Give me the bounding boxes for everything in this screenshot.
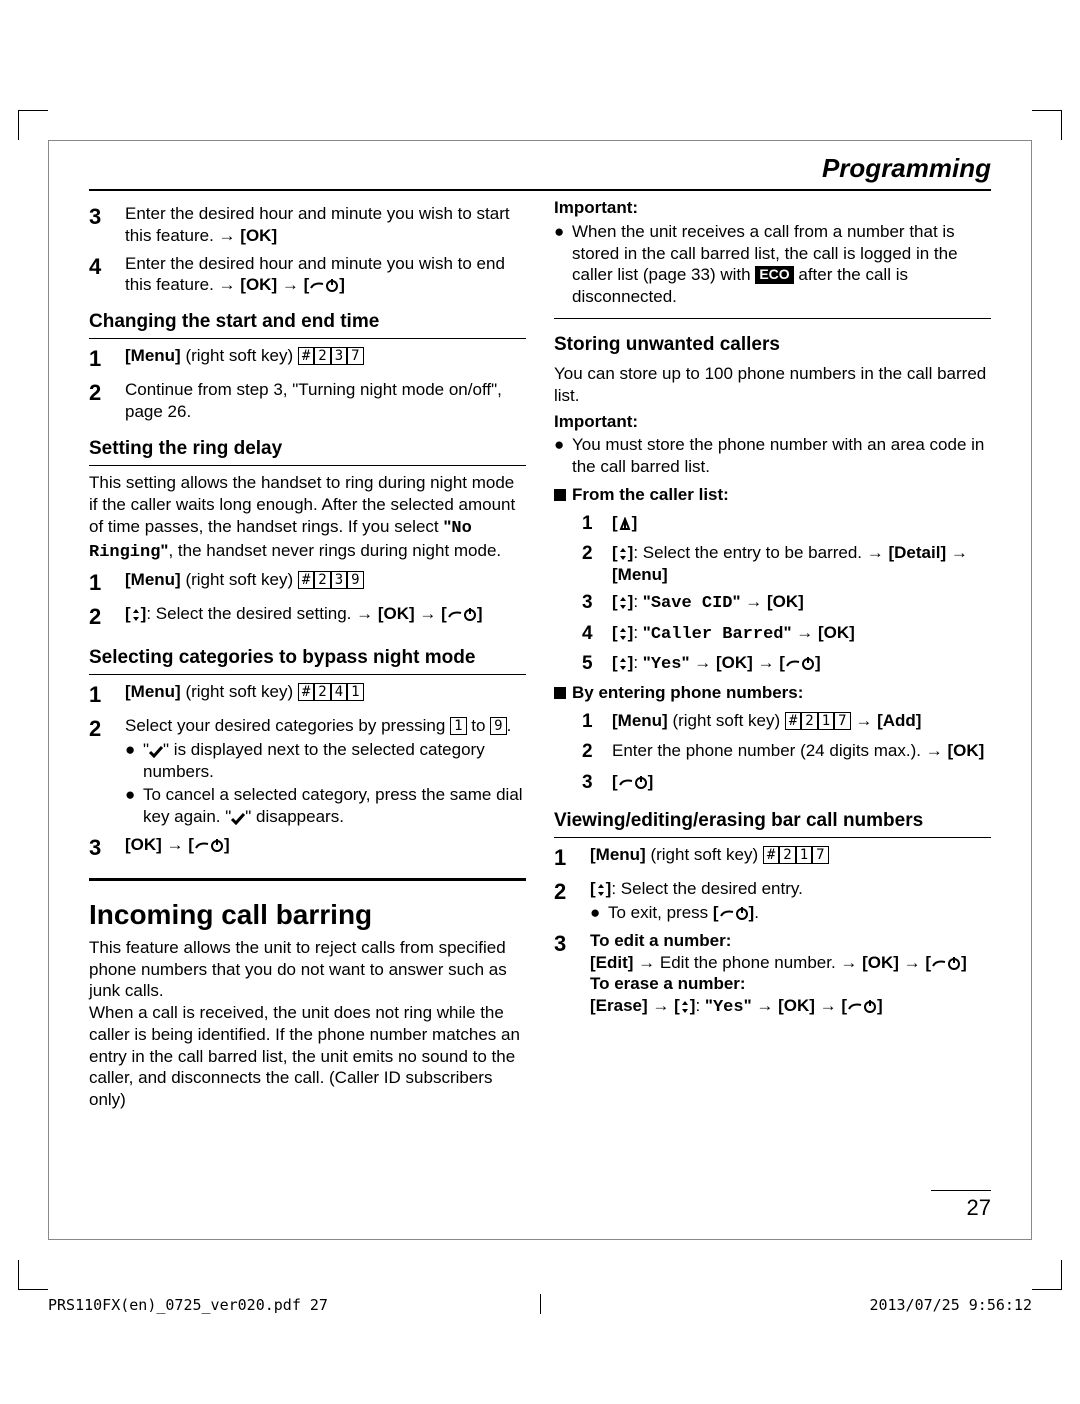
step-text: Select your desired categories by pressi… bbox=[125, 715, 526, 828]
heading-bypass: Selecting categories to bypass night mod… bbox=[89, 646, 526, 675]
be-step-1: 1 [Menu] (right soft key) #217 → [Add] bbox=[582, 710, 991, 734]
page-number: 27 bbox=[931, 1190, 991, 1221]
be-step-2: 2 Enter the phone number (24 digits max.… bbox=[582, 740, 991, 764]
step-number: 1 bbox=[554, 844, 590, 872]
step-text: [Menu] (right soft key) #217 bbox=[590, 844, 991, 872]
left-column: 3 Enter the desired hour and minute you … bbox=[89, 197, 526, 1179]
heading-storing: Storing unwanted callers bbox=[554, 333, 991, 357]
by-entering-heading: By entering phone numbers: bbox=[554, 682, 991, 704]
step-number: 1 bbox=[582, 710, 612, 734]
from-caller-list-heading: From the caller list: bbox=[554, 484, 991, 506]
step-number: 3 bbox=[89, 203, 125, 247]
heading-viewing: Viewing/editing/erasing bar call numbers bbox=[554, 809, 991, 838]
view-step-3: 3 To edit a number: [Edit] → Edit the ph… bbox=[554, 930, 991, 1019]
step-text: [Menu] (right soft key) #239 bbox=[125, 569, 526, 597]
eco-icon: ECO bbox=[755, 266, 793, 284]
step-number: 2 bbox=[89, 603, 125, 631]
bypass-step-1: 1 [Menu] (right soft key) #241 bbox=[89, 681, 526, 709]
changing-step-1: 1 [Menu] (right soft key) #237 bbox=[89, 345, 526, 373]
footer-divider bbox=[540, 1294, 541, 1314]
step-text: []: "Save CID" → [OK] bbox=[612, 591, 991, 615]
step-number: 2 bbox=[582, 740, 612, 764]
fc-step-3: 3 []: "Save CID" → [OK] bbox=[582, 591, 991, 615]
header-rule bbox=[89, 189, 991, 191]
step-text: Enter the desired hour and minute you wi… bbox=[125, 203, 526, 247]
ring-delay-para: This setting allows the handset to ring … bbox=[89, 472, 526, 563]
step-text: To edit a number: [Edit] → Edit the phon… bbox=[590, 930, 991, 1019]
square-bullet-icon bbox=[554, 489, 566, 501]
storing-para: You can store up to 100 phone numbers in… bbox=[554, 363, 991, 407]
step-number: 5 bbox=[582, 652, 612, 676]
step-number: 1 bbox=[89, 345, 125, 373]
heading-changing-time: Changing the start and end time bbox=[89, 310, 526, 339]
step-number: 1 bbox=[89, 569, 125, 597]
section-divider bbox=[89, 878, 526, 881]
step-text: Enter the desired hour and minute you wi… bbox=[125, 253, 526, 297]
square-bullet-icon bbox=[554, 687, 566, 699]
incoming-barring-para: This feature allows the unit to reject c… bbox=[89, 937, 526, 1111]
step-3: 3 Enter the desired hour and minute you … bbox=[89, 203, 526, 247]
step-number: 2 bbox=[89, 715, 125, 828]
step-number: 2 bbox=[582, 542, 612, 586]
important-label: Important: bbox=[554, 197, 991, 219]
step-text: [OK] → [] bbox=[125, 834, 526, 862]
important-label-2: Important: bbox=[554, 411, 991, 433]
step-text: Enter the phone number (24 digits max.).… bbox=[612, 740, 991, 764]
fc-step-5: 5 []: "Yes" → [OK] → [] bbox=[582, 652, 991, 676]
step-number: 3 bbox=[554, 930, 590, 1019]
view-step-1: 1 [Menu] (right soft key) #217 bbox=[554, 844, 991, 872]
step-number: 3 bbox=[89, 834, 125, 862]
ring-step-1: 1 [Menu] (right soft key) #239 bbox=[89, 569, 526, 597]
step-number: 1 bbox=[89, 681, 125, 709]
view-step-2: 2 []: Select the desired entry. ●To exit… bbox=[554, 878, 991, 924]
important-bullet: ●When the unit receives a call from a nu… bbox=[554, 221, 991, 308]
right-column: Important: ●When the unit receives a cal… bbox=[554, 197, 991, 1179]
step-number: 3 bbox=[582, 591, 612, 615]
fc-step-4: 4 []: "Caller Barred" → [OK] bbox=[582, 622, 991, 646]
fc-step-2: 2 []: Select the entry to be barred. → [… bbox=[582, 542, 991, 586]
section-title: Programming bbox=[822, 153, 991, 184]
important-bullet-2: ●You must store the phone number with an… bbox=[554, 434, 991, 478]
bypass-step-3: 3 [OK] → [] bbox=[89, 834, 526, 862]
step-text: [] bbox=[612, 771, 991, 795]
bullet-text: "" is displayed next to the selected cat… bbox=[143, 739, 526, 783]
step-text: []: "Caller Barred" → [OK] bbox=[612, 622, 991, 646]
step-text: []: Select the desired entry. ●To exit, … bbox=[590, 878, 991, 924]
changing-step-2: 2 Continue from step 3, "Turning night m… bbox=[89, 379, 526, 423]
fc-step-1: 1 [] bbox=[582, 512, 991, 536]
step-number: 2 bbox=[89, 379, 125, 423]
heading-ring-delay: Setting the ring delay bbox=[89, 437, 526, 466]
step-text: [Menu] (right soft key) #237 bbox=[125, 345, 526, 373]
step-text: []: "Yes" → [OK] → [] bbox=[612, 652, 991, 676]
ring-step-2: 2 []: Select the desired setting. → [OK]… bbox=[89, 603, 526, 631]
step-text: []: Select the desired setting. → [OK] →… bbox=[125, 603, 526, 631]
content-columns: 3 Enter the desired hour and minute you … bbox=[89, 197, 991, 1179]
bullet-text: To exit, press []. bbox=[608, 902, 991, 924]
step-number: 1 bbox=[582, 512, 612, 536]
step-number: 4 bbox=[89, 253, 125, 297]
step-number: 4 bbox=[582, 622, 612, 646]
footer-right: 2013/07/25 9:56:12 bbox=[869, 1296, 1032, 1314]
step-text: Continue from step 3, "Turning night mod… bbox=[125, 379, 526, 423]
step-4: 4 Enter the desired hour and minute you … bbox=[89, 253, 526, 297]
bullet-text: To cancel a selected category, press the… bbox=[143, 784, 526, 828]
be-step-3: 3 [] bbox=[582, 771, 991, 795]
step-text: [Menu] (right soft key) #217 → [Add] bbox=[612, 710, 991, 734]
bypass-step-2: 2 Select your desired categories by pres… bbox=[89, 715, 526, 828]
step-text: [] bbox=[612, 512, 991, 536]
divider bbox=[554, 318, 991, 319]
step-text: []: Select the entry to be barred. → [De… bbox=[612, 542, 991, 586]
step-text: [Menu] (right soft key) #241 bbox=[125, 681, 526, 709]
heading-incoming-barring: Incoming call barring bbox=[89, 897, 526, 933]
page-frame: Programming 3 Enter the desired hour and… bbox=[48, 140, 1032, 1240]
step-number: 3 bbox=[582, 771, 612, 795]
footer-left: PRS110FX(en)_0725_ver020.pdf 27 bbox=[48, 1296, 328, 1314]
step-number: 2 bbox=[554, 878, 590, 924]
